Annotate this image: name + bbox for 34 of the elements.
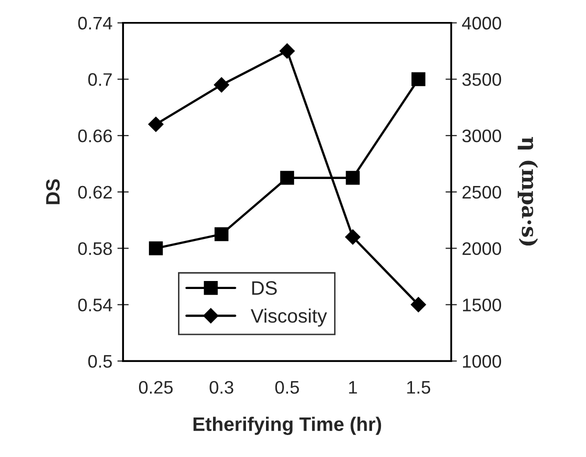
y-tick-label: 0.74 [78, 16, 112, 30]
point [410, 297, 426, 312]
x-axis-title: Etherifying Time (hr) [194, 416, 382, 435]
point [280, 170, 294, 185]
y2-tick-label: 4000 [462, 16, 502, 30]
y-tick-label: 0.66 [78, 130, 112, 142]
x-tick-label: 1 [349, 381, 357, 394]
x-tick-label: 0.25 [139, 380, 173, 394]
legend-label: DS [252, 281, 277, 295]
y-tick-label: 0.54 [78, 298, 112, 312]
legend-label: Viscosity [250, 308, 328, 327]
y-tick-label: 0.7 [88, 73, 112, 86]
point [214, 227, 228, 242]
y2-tick-label: 1500 [463, 298, 502, 312]
point [346, 170, 360, 185]
y-axis-title: DS [46, 179, 60, 204]
y2-tick-label: 3500 [462, 73, 502, 86]
x-tick-label: 0.3 [210, 380, 234, 394]
y2-tick-label: 2500 [462, 186, 502, 199]
point [280, 43, 295, 59]
y2-tick-label: 3000 [462, 130, 502, 142]
x-tick-label: 0.5 [275, 380, 299, 394]
point [411, 72, 426, 86]
y2-tick-label: 1000 [463, 354, 502, 368]
point [148, 116, 164, 132]
y-tick-label: 0.58 [78, 242, 112, 256]
y-tick-label: 0.5 [88, 354, 112, 368]
point [214, 77, 230, 92]
point [148, 241, 163, 256]
point [345, 229, 360, 245]
x-tick-label: 1.5 [407, 381, 430, 394]
y2-axis-title: η (mpa·s) [518, 137, 538, 246]
y-tick-label: 0.62 [78, 186, 112, 199]
y2-tick-label: 2000 [462, 242, 502, 256]
